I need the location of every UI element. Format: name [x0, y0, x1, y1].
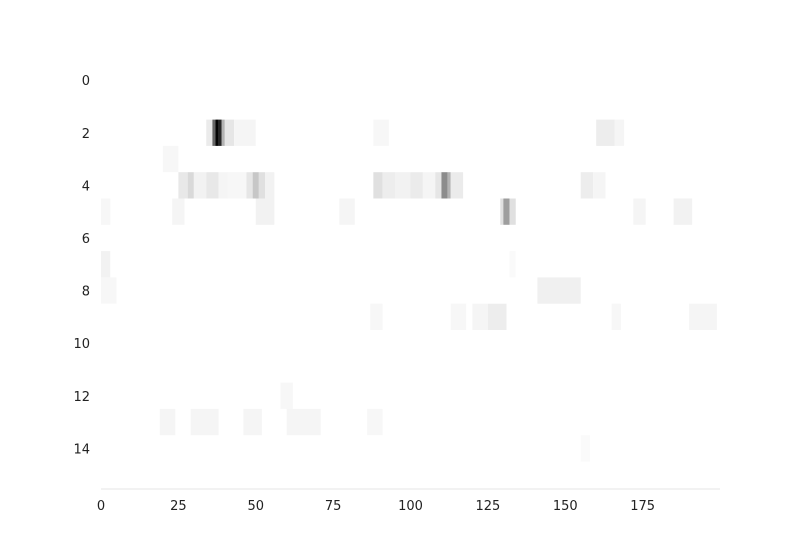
heatmap-cell: [243, 408, 262, 436]
heatmap-cell: [286, 408, 321, 436]
heatmap-cell: [206, 172, 219, 199]
heatmap-cell: [673, 198, 693, 225]
heatmap-cell: [509, 251, 516, 278]
heatmap-cells: [101, 119, 717, 462]
heatmap-cell: [537, 277, 581, 304]
x-tick-label: 75: [325, 499, 342, 514]
heatmap-cell: [580, 172, 594, 199]
heatmap-cell: [224, 119, 235, 146]
heatmap-cell: [206, 119, 213, 146]
heatmap-cell: [580, 435, 591, 462]
heatmap-cell: [234, 119, 256, 146]
heatmap-cell: [190, 408, 219, 436]
y-tick-label: 14: [73, 442, 90, 457]
heatmap-cell: [689, 303, 717, 330]
heatmap-cell: [373, 119, 389, 146]
heatmap-cell: [221, 119, 225, 146]
heatmap-cell: [367, 408, 383, 436]
heatmap-cell: [255, 198, 275, 225]
heatmap-cell: [447, 172, 451, 199]
heatmap-cell: [246, 172, 253, 199]
heatmap-cell: [503, 198, 510, 225]
heatmap-cell: [614, 119, 625, 146]
y-tick-label: 8: [82, 285, 90, 300]
heatmap-cell: [509, 198, 516, 225]
heatmap-cell: [218, 119, 222, 146]
heatmap-cell: [212, 119, 216, 146]
x-tick-label: 0: [97, 499, 105, 514]
x-tick-label: 50: [247, 499, 264, 514]
x-tick-label: 100: [398, 499, 423, 514]
y-tick-label: 4: [82, 179, 90, 194]
heatmap-cell: [596, 119, 615, 146]
heatmap-cell: [435, 172, 442, 199]
heatmap-cell: [370, 303, 383, 330]
heatmap-cell: [441, 172, 448, 199]
heatmap-cell: [373, 172, 383, 199]
heatmap-cell: [193, 172, 207, 199]
y-tick-label: 0: [82, 74, 90, 89]
heatmap-cell: [472, 303, 488, 330]
heatmap-cell: [101, 277, 117, 304]
heatmap-cell: [450, 303, 467, 330]
heatmap-cell: [159, 408, 176, 436]
heatmap-cell: [382, 172, 396, 199]
heatmap-cell: [162, 145, 179, 173]
heatmap-cell: [252, 172, 259, 199]
heatmap-cell: [101, 251, 111, 278]
heatmap-cell: [187, 172, 194, 199]
y-tick-label: 2: [82, 127, 90, 142]
heatmap-cell: [280, 382, 293, 409]
x-tick-label: 175: [630, 499, 655, 514]
x-tick-label: 150: [553, 499, 578, 514]
heatmap-cell: [227, 172, 247, 199]
x-tick-label: 125: [475, 499, 500, 514]
heatmap-cell: [178, 172, 188, 199]
y-tick-label: 12: [73, 390, 90, 405]
heatmap-cell: [487, 303, 507, 330]
heatmap-cell: [633, 198, 646, 225]
heatmap-cell: [611, 303, 621, 330]
x-tick-label: 25: [170, 499, 187, 514]
heatmap-cell: [500, 198, 504, 225]
heatmap-cell: [593, 172, 606, 199]
heatmap-cell: [215, 119, 219, 146]
heatmap-cell: [101, 198, 111, 225]
heatmap-cell: [172, 198, 185, 225]
heatmap-cell: [422, 172, 436, 199]
heatmap-cell: [339, 198, 355, 225]
heatmap-cell: [218, 172, 228, 199]
x-axis-ticks: 0 25 50 75 100 125 150 175: [97, 499, 655, 514]
y-tick-label: 10: [73, 337, 90, 352]
y-tick-label: 6: [82, 232, 90, 247]
heatmap-cell: [258, 172, 266, 199]
heatmap-cell: [450, 172, 464, 199]
y-axis-ticks: 0 2 4 6 8 10 12 14: [73, 74, 90, 457]
heatmap-cell: [395, 172, 411, 199]
heatmap-cell: [410, 172, 423, 199]
heatmap-cell: [265, 172, 275, 199]
